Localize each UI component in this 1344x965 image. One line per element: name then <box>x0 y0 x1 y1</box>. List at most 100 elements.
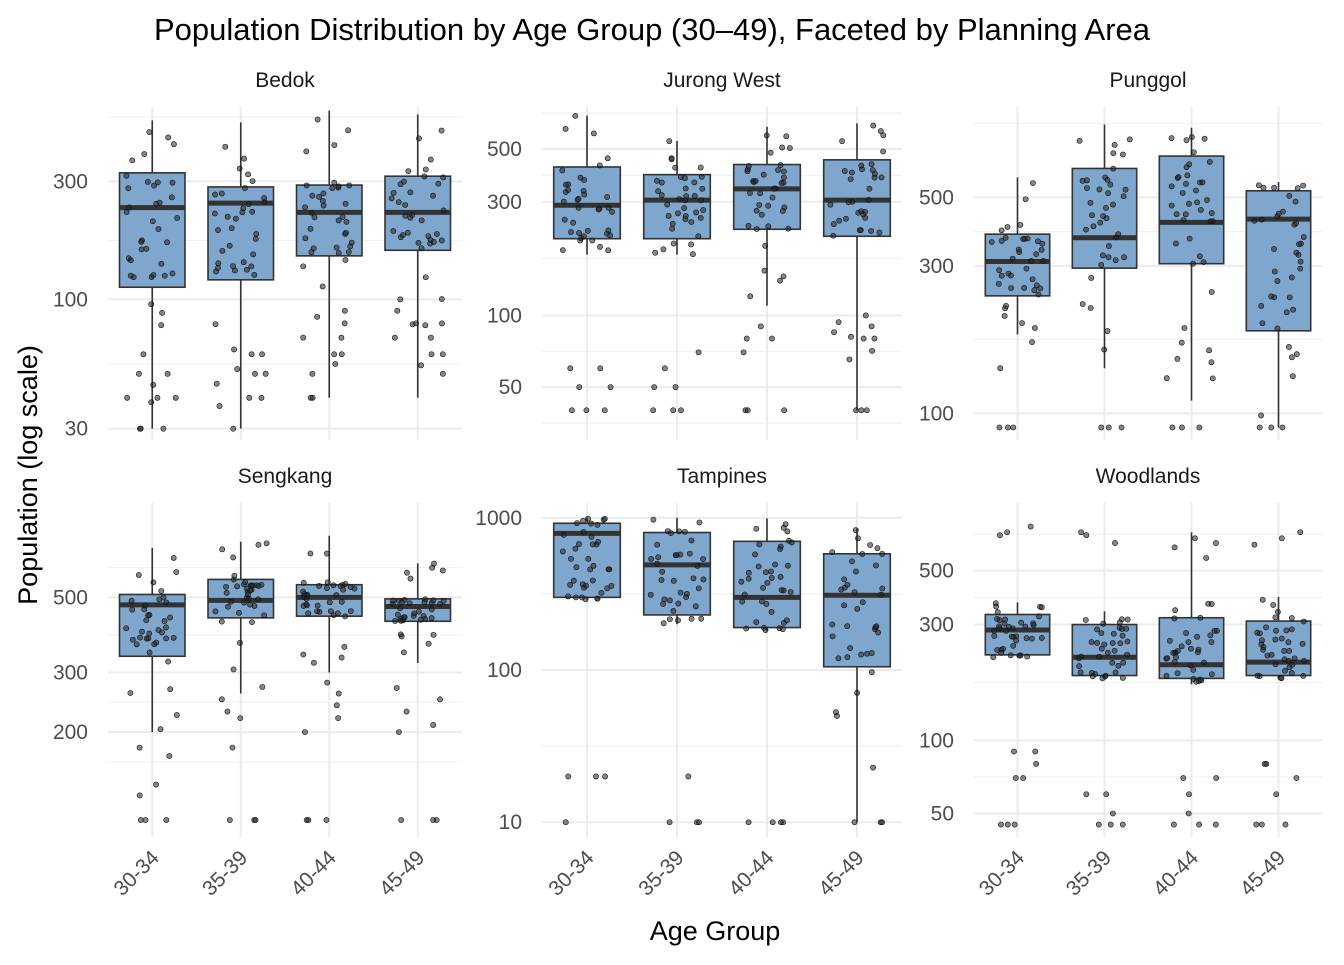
point-jurong-west-30-34 <box>584 227 591 234</box>
point-punggol-45-49 <box>1271 184 1278 191</box>
point-tampines-45-49 <box>868 650 875 656</box>
outlier-point-punggol-35-39 <box>1098 424 1105 431</box>
point-bedok-35-39 <box>219 247 226 254</box>
outlier-point-woodlands-45-49 <box>1253 821 1260 828</box>
point-jurong-west-30-34 <box>607 232 614 239</box>
point-woodlands-30-34 <box>1016 652 1023 659</box>
point-punggol-30-34 <box>1021 235 1028 242</box>
point-sengkang-40-44 <box>330 582 337 589</box>
point-sengkang-40-44 <box>303 601 310 608</box>
point-punggol-30-34 <box>1028 258 1035 264</box>
point-sengkang-30-34 <box>146 630 153 637</box>
point-jurong-west-30-34 <box>565 187 572 193</box>
x-axis-label: Age Group <box>650 916 781 946</box>
outlier-point-jurong-west-30-34 <box>576 384 583 391</box>
point-bedok-45-49 <box>435 180 442 187</box>
point-woodlands-40-44 <box>1208 671 1215 678</box>
outlier-point-tampines-35-39 <box>696 819 702 826</box>
point-jurong-west-45-49 <box>870 122 877 129</box>
outlier-point-punggol-40-44 <box>1169 424 1176 431</box>
point-tampines-40-44 <box>763 601 770 607</box>
point-woodlands-40-44 <box>1172 607 1179 614</box>
outlier-point-sengkang-35-39 <box>218 696 225 703</box>
point-punggol-30-34 <box>996 267 1003 274</box>
point-sengkang-30-34 <box>161 618 168 624</box>
outlier-point-punggol-30-34 <box>997 365 1004 372</box>
point-sengkang-30-34 <box>163 635 170 642</box>
point-jurong-west-45-49 <box>830 232 837 239</box>
point-tampines-40-44 <box>745 569 752 576</box>
point-jurong-west-30-34 <box>559 247 566 254</box>
point-tampines-45-49 <box>844 623 851 630</box>
point-tampines-35-39 <box>675 617 681 624</box>
outlier-point-sengkang-45-49 <box>433 817 440 823</box>
point-sengkang-45-49 <box>422 596 429 603</box>
point-jurong-west-40-44 <box>778 180 785 186</box>
point-woodlands-35-39 <box>1109 640 1116 646</box>
point-sengkang-30-34 <box>129 606 136 613</box>
outlier-point-woodlands-30-34 <box>1032 748 1039 755</box>
point-jurong-west-40-44 <box>753 226 760 232</box>
point-tampines-30-34 <box>588 520 594 527</box>
point-woodlands-30-34 <box>994 609 1001 616</box>
point-tampines-30-34 <box>604 585 611 592</box>
point-jurong-west-45-49 <box>830 221 837 227</box>
point-punggol-40-44 <box>1173 211 1180 218</box>
point-tampines-35-39 <box>694 562 701 569</box>
point-woodlands-30-34 <box>991 633 998 639</box>
y-tick-label: 100 <box>53 288 88 311</box>
point-punggol-45-49 <box>1288 354 1295 361</box>
point-bedok-30-34 <box>174 215 181 221</box>
point-tampines-35-39 <box>675 600 682 607</box>
point-jurong-west-35-39 <box>688 241 694 248</box>
point-sengkang-30-34 <box>167 614 173 621</box>
point-tampines-35-39 <box>686 550 693 557</box>
point-bedok-45-49 <box>418 362 424 369</box>
box-jurong-west-35-39 <box>642 173 712 240</box>
outlier-point-bedok-45-49 <box>428 334 434 341</box>
outlier-point-woodlands-45-49 <box>1251 541 1258 548</box>
point-jurong-west-45-49 <box>849 169 855 176</box>
y-tick-label: 1000 <box>475 507 522 530</box>
outlier-point-woodlands-45-49 <box>1293 775 1300 781</box>
point-sengkang-40-44 <box>303 595 310 602</box>
point-woodlands-30-34 <box>998 649 1005 656</box>
y-tick-label: 300 <box>53 170 88 193</box>
point-bedok-30-34 <box>158 260 165 267</box>
point-woodlands-40-44 <box>1190 676 1197 682</box>
point-jurong-west-35-39 <box>652 249 659 256</box>
point-bedok-40-44 <box>307 225 314 232</box>
point-woodlands-40-44 <box>1195 646 1202 653</box>
outlier-point-bedok-35-39 <box>246 394 253 401</box>
point-punggol-35-39 <box>1112 257 1119 264</box>
point-punggol-30-34 <box>1033 251 1040 258</box>
point-punggol-45-49 <box>1297 265 1304 272</box>
point-jurong-west-45-49 <box>880 148 887 155</box>
point-bedok-45-49 <box>438 127 445 134</box>
point-punggol-35-39 <box>1126 136 1133 143</box>
y-tick-label: 100 <box>919 402 954 425</box>
point-sengkang-40-44 <box>305 610 312 617</box>
point-tampines-35-39 <box>660 620 667 627</box>
point-jurong-west-45-49 <box>880 132 887 139</box>
point-bedok-40-44 <box>332 361 339 367</box>
point-bedok-40-44 <box>314 313 321 320</box>
outlier-point-jurong-west-45-49 <box>868 323 875 330</box>
point-woodlands-40-44 <box>1187 662 1194 669</box>
point-woodlands-45-49 <box>1301 658 1308 664</box>
point-tampines-30-34 <box>560 531 567 538</box>
point-punggol-30-34 <box>1017 221 1024 228</box>
point-punggol-30-34 <box>1009 255 1016 262</box>
outlier-point-woodlands-30-34 <box>1033 761 1040 767</box>
point-jurong-west-30-34 <box>572 112 579 119</box>
point-tampines-30-34 <box>585 515 591 522</box>
point-punggol-40-44 <box>1186 200 1192 207</box>
point-tampines-35-39 <box>650 516 657 523</box>
point-sengkang-40-44 <box>338 598 345 605</box>
point-punggol-45-49 <box>1288 274 1295 281</box>
point-tampines-45-49 <box>859 551 866 557</box>
point-punggol-40-44 <box>1207 218 1214 225</box>
point-tampines-40-44 <box>743 625 750 632</box>
point-woodlands-45-49 <box>1278 635 1285 642</box>
point-bedok-35-39 <box>224 213 231 220</box>
